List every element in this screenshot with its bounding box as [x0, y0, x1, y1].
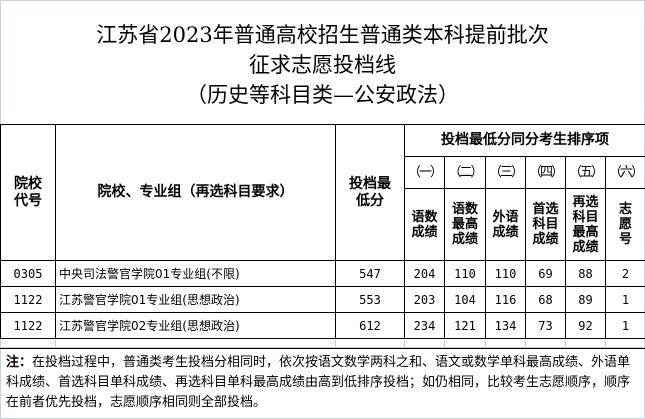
title-line-1: 江苏省2023年普通高校招生普通类本科提前批次 — [96, 23, 549, 47]
table-row: 1122 江苏警官学院02专业组(思想政治) 612 234 121 134 73 92 1 — [0, 312, 645, 339]
header-tie-num: （六） — [604, 156, 645, 189]
cell-tie-value: 134 — [485, 312, 526, 339]
cell-min-score: 553 — [335, 286, 405, 313]
cell-tie-value: 68 — [525, 286, 566, 313]
table-row: 0305 中央司法警官学院01专业组(不限) 547 204 110 110 69 88 2 — [0, 260, 645, 287]
title-line-2: 征求志愿投档线 — [249, 53, 396, 77]
cell-tie-value: 92 — [565, 312, 606, 339]
cell-tie-value: 1 — [604, 286, 645, 313]
header-min-score: 投档最低分 — [335, 124, 405, 261]
header-tie-label: 外语成绩 — [485, 188, 526, 261]
header-tie-label: 志愿号 — [604, 188, 645, 261]
note: 注：在投档过程中，普通类考生投档分相同时，依次按语文数学两科之和、语文或数学单科… — [0, 348, 645, 413]
header-tie-num: （二） — [444, 156, 486, 189]
cell-tie-value: 89 — [565, 286, 606, 313]
header-tie-num: （四） — [525, 156, 566, 189]
content-flow: 院校代号 院校、专业组（再选科目要求） 投档最低分 投档最低分同分考生排序项 （… — [0, 124, 645, 413]
header-tie-label: 首选科目成绩 — [525, 188, 566, 261]
header-code: 院校代号 — [0, 124, 56, 261]
header-tie-label: 语数成绩 — [404, 188, 445, 261]
header-tie-num: （三） — [485, 156, 526, 189]
header-tie-num: （五） — [565, 156, 606, 189]
table-row: 1122 江苏警官学院01专业组(思想政治) 553 203 104 116 68 89 1 — [0, 286, 645, 313]
cell-tie-value: 2 — [604, 260, 645, 287]
cell-tie-value: 88 — [565, 260, 606, 287]
cell-name: 江苏警官学院02专业组(思想政治) — [55, 312, 336, 339]
header-tie-group: 投档最低分同分考生排序项 — [403, 124, 645, 157]
cell-tie-value: 121 — [444, 312, 486, 339]
header-name: 院校、专业组（再选科目要求） — [55, 124, 336, 261]
cell-code: 1122 — [0, 286, 56, 313]
header-tie-label: 语数最高成绩 — [444, 188, 486, 261]
cell-name: 江苏警官学院01专业组(思想政治) — [55, 286, 336, 313]
note-text: 在投档过程中，普通类考生投档分相同时，依次按语文数学两科之和、语文或数学单科最高… — [6, 355, 631, 410]
cell-name: 中央司法警官学院01专业组(不限) — [55, 260, 336, 287]
cell-tie-value: 234 — [404, 312, 445, 339]
cell-tie-value: 204 — [404, 260, 445, 287]
cell-tie-value: 104 — [444, 286, 486, 313]
cell-tie-value: 69 — [525, 260, 566, 287]
cell-min-score: 612 — [335, 312, 405, 339]
cell-tie-value: 203 — [404, 286, 445, 313]
cell-tie-value: 73 — [525, 312, 566, 339]
cell-tie-value: 110 — [444, 260, 486, 287]
cell-tie-value: 116 — [485, 286, 526, 313]
cell-tie-value: 1 — [604, 312, 645, 339]
header-tie-num: （一） — [404, 156, 445, 189]
admission-table: 院校代号 院校、专业组（再选科目要求） 投档最低分 投档最低分同分考生排序项 （… — [0, 124, 645, 348]
cell-tie-value: 110 — [485, 260, 526, 287]
empty-row — [0, 338, 645, 348]
note-label: 注： — [6, 355, 33, 370]
title-line-3: （历史等科目类—公安政法） — [186, 83, 459, 107]
header-tie-label: 再选科目最高成绩 — [565, 188, 606, 261]
cell-min-score: 547 — [335, 260, 405, 287]
cell-code: 1122 — [0, 312, 56, 339]
cell-code: 0305 — [0, 260, 56, 287]
